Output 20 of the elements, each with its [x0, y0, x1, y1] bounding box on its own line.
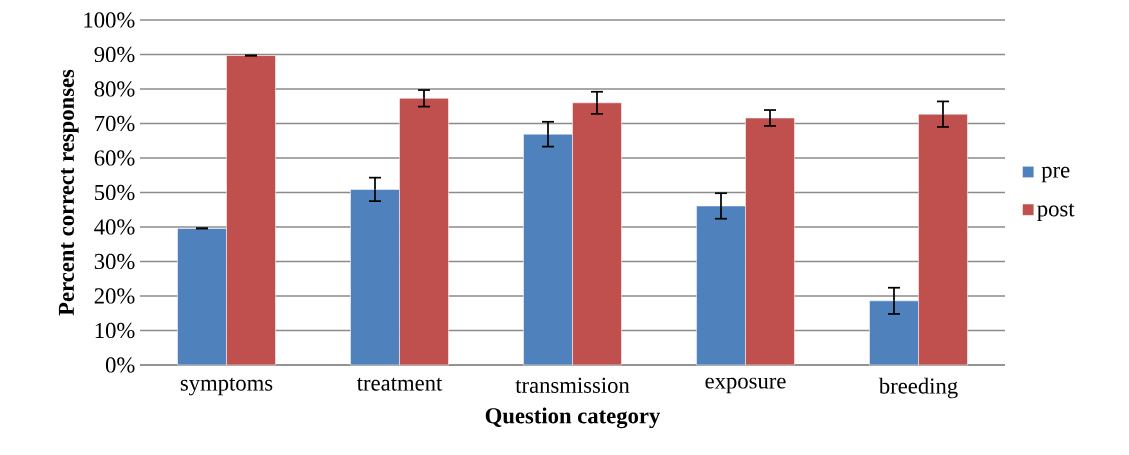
y-tick-label: 10% — [95, 322, 135, 339]
x-tick-label: symptoms — [180, 377, 273, 396]
x-axis-title: Question category — [485, 407, 661, 429]
y-tick-label: 0% — [105, 357, 135, 373]
y-tick-label: 70% — [95, 115, 135, 132]
y-tick-label: 60% — [94, 150, 135, 166]
x-tick-label: exposure — [705, 377, 786, 394]
legend-label: pre — [1041, 166, 1070, 183]
legend-label: post — [1037, 203, 1075, 222]
y-tick-label: 40% — [94, 219, 135, 235]
y-tick-label: 100% — [84, 12, 135, 28]
y-axis-title: Percent correct responses — [58, 69, 79, 316]
y-tick-label: 30% — [94, 253, 135, 270]
x-tick-label: breeding — [878, 377, 958, 399]
x-tick-label: treatment — [356, 377, 443, 391]
y-tick-label: 90% — [94, 46, 135, 63]
y-tick-label: 50% — [95, 184, 135, 201]
y-tick-label: 80% — [94, 81, 135, 97]
y-tick-label: 20% — [94, 288, 135, 304]
x-tick-label: transmission — [515, 377, 630, 393]
